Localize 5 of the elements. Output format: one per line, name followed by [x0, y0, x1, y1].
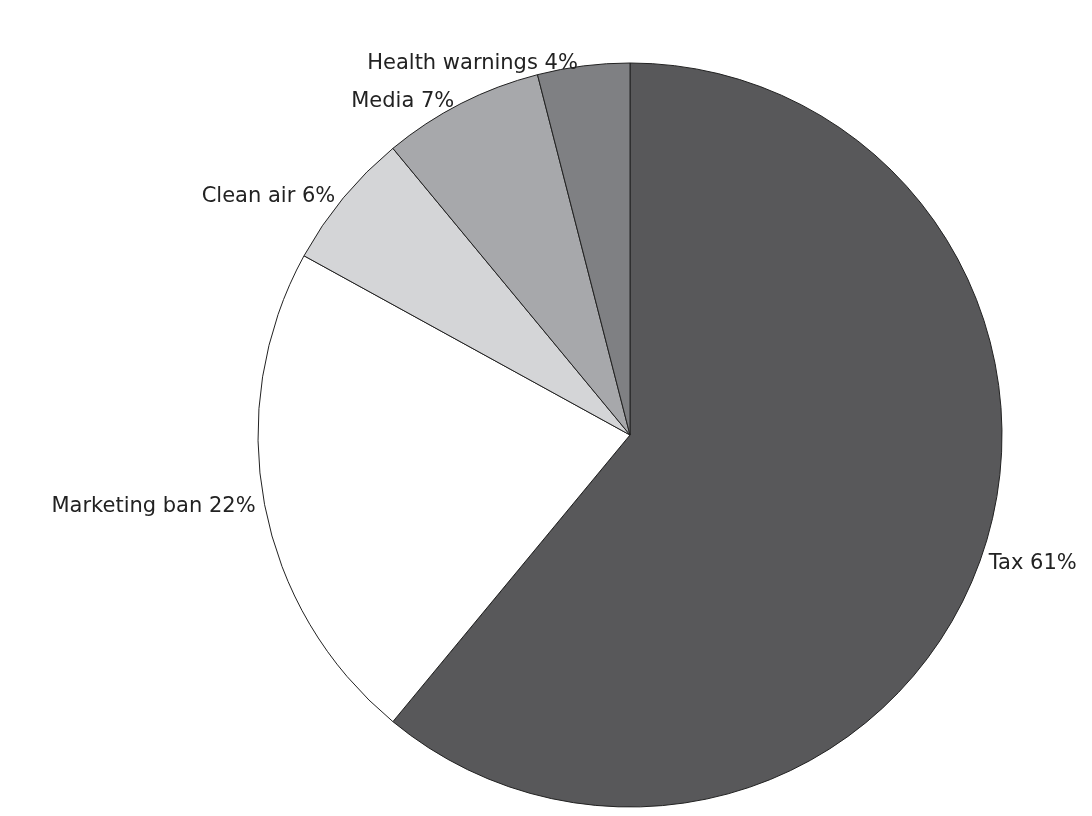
- slice-label: Clean air 6%: [201, 183, 336, 208]
- slice-label: Media 7%: [351, 87, 455, 112]
- slice-label: Marketing ban 22%: [51, 493, 256, 518]
- slice-label: Tax 61%: [987, 550, 1077, 575]
- slice-label: Health warnings 4%: [367, 49, 578, 74]
